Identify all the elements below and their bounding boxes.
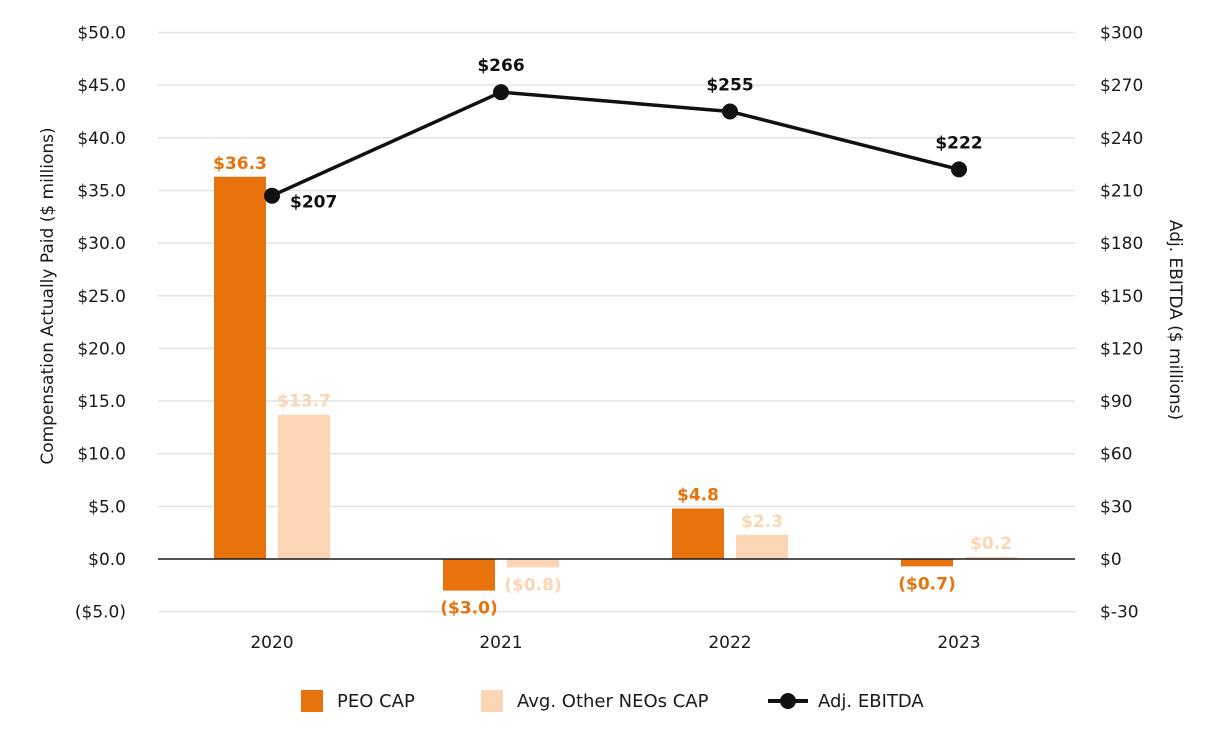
x-axis-ticks: 2020 2021 2022 2023 bbox=[250, 633, 980, 653]
y2-tick-label: $0 bbox=[1100, 550, 1122, 570]
right-axis-title: Adj. EBITDA ($ millions) bbox=[1165, 220, 1185, 420]
ebitda-value-label: $222 bbox=[935, 133, 982, 153]
y2-tick-label: $150 bbox=[1100, 287, 1143, 307]
legend: PEO CAP Avg. Other NEOs CAP Adj. EBITDA bbox=[0, 686, 1226, 716]
legend-swatch-neo-cap bbox=[481, 690, 503, 712]
ebitda-point bbox=[264, 187, 280, 204]
y2-tick-label: $90 bbox=[1100, 392, 1132, 412]
y-tick-label: $10.0 bbox=[77, 445, 126, 465]
y2-tick-label: $270 bbox=[1100, 76, 1143, 96]
left-axis-ticks: ($5.0) $0.0 $5.0 $10.0 $15.0 $20.0 $25.0 $30.0 $… bbox=[75, 24, 126, 623]
x-tick-label: 2021 bbox=[479, 633, 522, 653]
y-tick-label: $30.0 bbox=[77, 234, 126, 254]
y-tick-label: $40.0 bbox=[77, 129, 126, 149]
peo-cap-value-label: $36.3 bbox=[213, 154, 267, 174]
bars bbox=[214, 176, 1017, 591]
ebitda-point bbox=[951, 161, 967, 178]
y-tick-label: $50.0 bbox=[77, 24, 126, 44]
y2-tick-label: $210 bbox=[1100, 181, 1143, 201]
peo-cap-bar bbox=[672, 508, 724, 559]
x-tick-label: 2023 bbox=[937, 633, 980, 653]
ebitda-line bbox=[264, 84, 967, 204]
legend-label-neo-cap: Avg. Other NEOs CAP bbox=[517, 690, 709, 712]
neo-cap-value-label: $0.2 bbox=[970, 534, 1012, 554]
y-tick-label: $5.0 bbox=[88, 497, 126, 517]
legend-label-ebitda: Adj. EBITDA bbox=[818, 690, 924, 712]
neo-cap-bar bbox=[507, 559, 559, 568]
legend-item-neo-cap: Avg. Other NEOs CAP bbox=[481, 686, 708, 716]
legend-item-ebitda: Adj. EBITDA bbox=[768, 686, 924, 716]
y-tick-label: $20.0 bbox=[77, 339, 126, 359]
legend-item-peo-cap: PEO CAP bbox=[301, 686, 415, 716]
y2-tick-label: $300 bbox=[1100, 24, 1143, 44]
y-tick-label: $45.0 bbox=[77, 76, 126, 96]
legend-swatch-ebitda bbox=[768, 690, 808, 712]
right-axis-ticks: $-30 $0 $30 $60 $90 $120 $150 $180 $210 $240 $270 $… bbox=[1100, 24, 1143, 623]
neo-cap-bar bbox=[736, 534, 788, 559]
cap-vs-ebitda-chart: ($5.0) $0.0 $5.0 $10.0 $15.0 $20.0 $25.0 $30.0 $… bbox=[38, 24, 1185, 654]
peo-cap-value-label: $4.8 bbox=[677, 485, 719, 505]
peo-cap-bar bbox=[901, 559, 953, 567]
x-tick-label: 2020 bbox=[250, 633, 293, 653]
neo-cap-bar bbox=[278, 414, 330, 559]
y-tick-label: ($5.0) bbox=[75, 603, 126, 623]
y-tick-label: $35.0 bbox=[77, 181, 126, 201]
ebitda-value-label: $266 bbox=[477, 56, 524, 76]
neo-cap-value-label: $2.3 bbox=[741, 512, 783, 532]
y2-tick-label: $-30 bbox=[1100, 603, 1139, 623]
y-tick-label: $0.0 bbox=[88, 550, 126, 570]
peo-cap-bar bbox=[214, 176, 266, 560]
peo-cap-value-label: ($0.7) bbox=[898, 574, 955, 594]
y2-tick-label: $240 bbox=[1100, 129, 1143, 149]
neo-cap-value-label: $13.7 bbox=[277, 392, 331, 412]
y2-tick-label: $30 bbox=[1100, 497, 1132, 517]
y2-tick-label: $120 bbox=[1100, 339, 1143, 359]
y2-tick-label: $60 bbox=[1100, 445, 1132, 465]
y-tick-label: $15.0 bbox=[77, 392, 126, 412]
peo-cap-bar bbox=[443, 559, 495, 591]
ebitda-line-path bbox=[271, 90, 960, 198]
neo-cap-value-label: ($0.8) bbox=[504, 575, 561, 595]
legend-swatch-peo-cap bbox=[301, 690, 323, 712]
y2-tick-label: $180 bbox=[1100, 234, 1143, 254]
ebitda-point bbox=[722, 103, 738, 120]
neo-cap-bar bbox=[965, 556, 1017, 559]
ebitda-value-label: $207 bbox=[290, 193, 337, 213]
x-tick-label: 2022 bbox=[708, 633, 751, 653]
legend-label-peo-cap: PEO CAP bbox=[337, 690, 415, 712]
y-tick-label: $25.0 bbox=[77, 287, 126, 307]
data-labels: $36.3 ($3.0) $4.8 ($0.7) $13.7 ($0.8) $2.3 $0.2… bbox=[213, 56, 1012, 618]
ebitda-value-label: $255 bbox=[706, 75, 753, 95]
ebitda-point bbox=[493, 84, 509, 101]
peo-cap-value-label: ($3.0) bbox=[440, 599, 497, 619]
left-axis-title: Compensation Actually Paid ($ millions) bbox=[38, 127, 58, 464]
